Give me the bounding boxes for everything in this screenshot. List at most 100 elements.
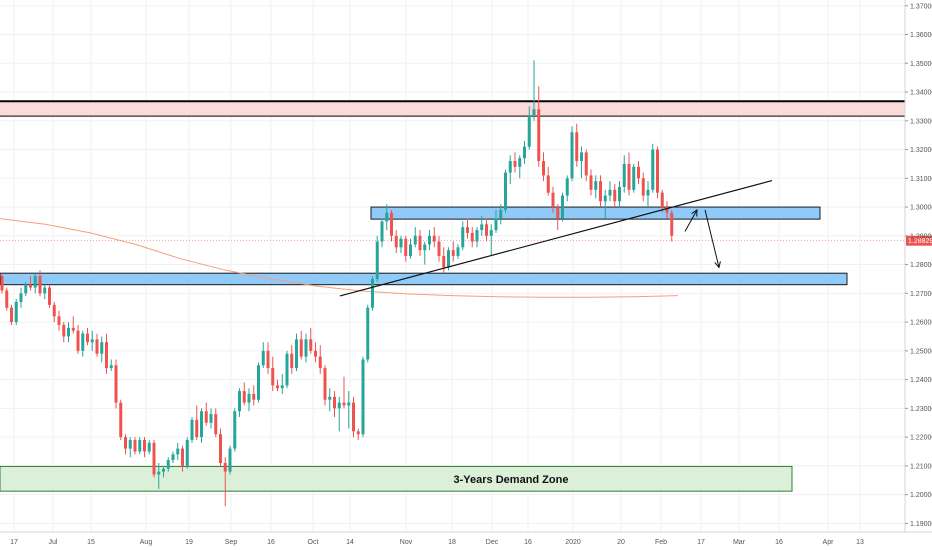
candle-body: [252, 393, 256, 400]
candle-body: [366, 307, 370, 360]
time-tick-label: 19: [185, 539, 193, 546]
candle-body: [128, 439, 132, 449]
candle-body: [375, 241, 379, 279]
candle-body: [432, 235, 436, 242]
candle-body: [152, 442, 156, 475]
candle-body: [124, 437, 127, 449]
candle-body: [314, 350, 317, 357]
candle-body: [309, 339, 313, 351]
candle-body: [162, 468, 165, 472]
candle-body: [342, 402, 346, 406]
ma-200-path: [0, 218, 679, 298]
candle-body: [423, 244, 427, 251]
time-tick-label: Apr: [823, 539, 835, 546]
candle-body: [290, 353, 294, 369]
candle-body: [43, 287, 47, 294]
candle-body: [190, 419, 194, 440]
candle-body: [632, 166, 636, 190]
candle-body: [556, 207, 560, 219]
candle-body: [299, 339, 303, 357]
candle-body: [67, 327, 70, 337]
candles: [0, 60, 674, 507]
current-price-label: 1.28829: [908, 238, 932, 245]
price-tick-label: 1.24000: [910, 377, 932, 384]
candle-body: [347, 402, 351, 406]
candle-body: [656, 149, 659, 193]
price-tick-label: 1.34000: [910, 90, 932, 97]
candle-body: [466, 227, 469, 233]
time-axis[interactable]: 17 Jul 15 Aug 19 Sep 16 Oct 14 Nov 18 Dec 16 2020 20 Fe…: [0, 531, 932, 546]
candle-body: [204, 411, 208, 423]
candle-body: [105, 342, 108, 369]
candle-body: [71, 327, 75, 331]
candle-body: [171, 454, 175, 461]
candle-body: [599, 181, 602, 202]
candle-body: [665, 207, 669, 213]
time-tick-label: Nov: [400, 539, 413, 546]
time-tick-label: 13: [856, 539, 864, 546]
candle-body: [489, 230, 493, 236]
price-tick-label: 1.32000: [910, 147, 932, 154]
candle-body: [114, 365, 118, 403]
candle-body: [627, 163, 631, 190]
candle-body: [280, 385, 284, 389]
time-tick-label: 17: [697, 539, 705, 546]
price-tick-label: 1.30000: [910, 205, 932, 212]
price-tick-label: 1.22000: [910, 435, 932, 442]
candle-body: [86, 333, 89, 343]
candle-body: [565, 178, 569, 196]
candle-body: [518, 158, 522, 167]
candle-body: [328, 396, 332, 400]
candle-body: [38, 276, 42, 294]
candle-body: [76, 330, 80, 351]
price-axis[interactable]: 1.37000 1.36000 1.35000 1.34000 1.33000 1.320…: [904, 0, 932, 532]
candle-body: [157, 471, 161, 475]
candle-body: [209, 414, 213, 423]
candle-body: [166, 460, 170, 469]
zone-mid-supply: [370, 206, 821, 220]
candle-body: [508, 161, 512, 173]
candle-body: [589, 175, 593, 190]
ma-200-line: [0, 218, 679, 298]
candle-body: [456, 247, 460, 256]
candle-body: [670, 212, 674, 236]
candle-body: [513, 161, 517, 167]
candle-body: [238, 391, 241, 412]
candle-body: [261, 350, 265, 366]
candle-body: [494, 218, 498, 231]
time-tick-label: 17: [10, 539, 18, 546]
candle-body: [470, 232, 474, 242]
candle-body: [475, 230, 479, 242]
candle-body: [271, 368, 275, 386]
annotations: 1.28829: [0, 180, 932, 297]
candle-body: [404, 238, 408, 256]
price-tick-label: 1.28000: [910, 262, 932, 269]
forecast-arrow-up: [684, 210, 697, 232]
candle-body: [100, 342, 104, 354]
candle-body: [603, 195, 607, 202]
candle-body: [337, 402, 341, 409]
demand-zone-label: 3-Years Demand Zone: [454, 474, 569, 486]
candle-body: [551, 192, 555, 208]
candle-body: [437, 241, 441, 256]
candle-body: [318, 356, 322, 369]
time-tick-label: 2020: [565, 539, 581, 546]
candle-body: [394, 235, 398, 248]
price-tick-label: 1.21000: [910, 463, 932, 470]
candle-body: [413, 235, 417, 245]
candle-body: [485, 224, 488, 236]
candle-body: [352, 402, 355, 432]
time-tick-label: Oct: [308, 539, 319, 546]
price-tick-label: 1.27000: [910, 291, 932, 298]
candle-body: [442, 255, 446, 268]
candle-body: [451, 250, 455, 256]
candle-body: [542, 161, 545, 176]
time-tick-label: 18: [448, 539, 456, 546]
candle-body: [14, 301, 18, 323]
price-tick-label: 1.19000: [910, 521, 932, 528]
time-tick-label: Jul: [49, 539, 58, 546]
candle-body: [33, 276, 37, 288]
candle-body: [622, 163, 626, 187]
candle-body: [461, 227, 465, 248]
